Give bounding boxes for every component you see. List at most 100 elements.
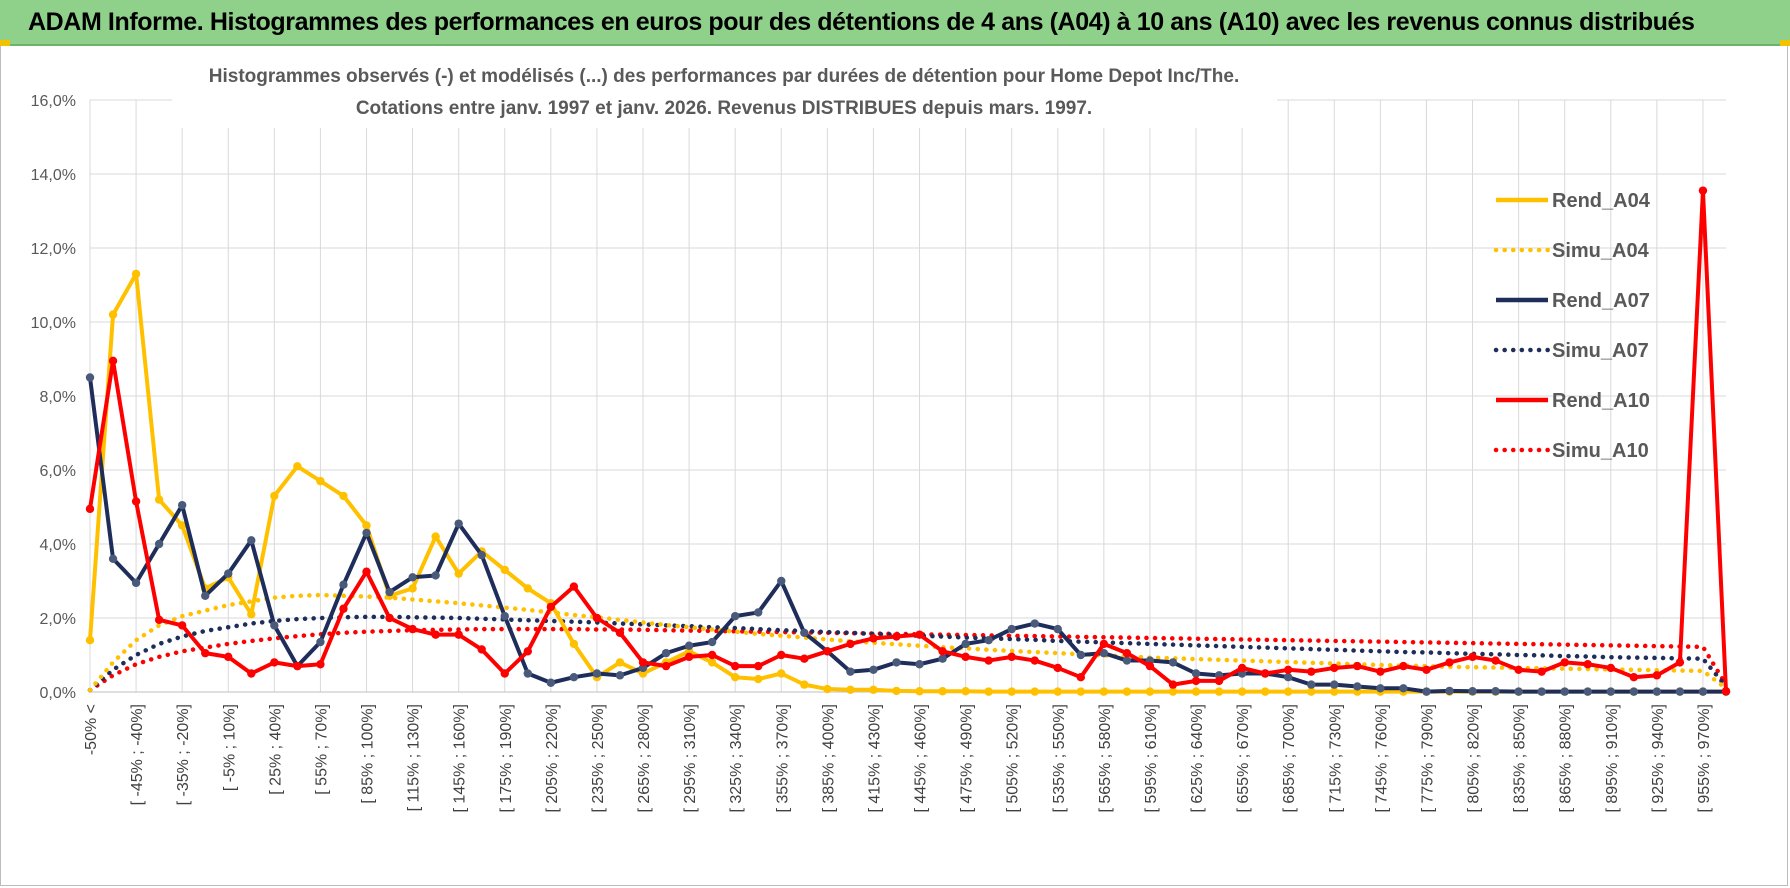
data-point-rend-a04: [1030, 687, 1039, 696]
data-point-rend-a04: [1122, 687, 1132, 696]
data-point-rend-a07: [1560, 687, 1569, 696]
data-point-rend-a10: [316, 660, 325, 669]
y-tick-label: 12,0%: [31, 241, 76, 258]
data-point-rend-a10: [1399, 661, 1408, 671]
data-point-rend-a07: [984, 636, 993, 645]
data-point-rend-a10: [431, 630, 440, 639]
data-point-rend-a07: [1445, 686, 1454, 696]
data-point-rend-a07: [1283, 673, 1293, 682]
legend-label-simu-a07: Simu_A07: [1552, 340, 1649, 362]
x-tick-label: [ 115% ; 130%]: [406, 704, 423, 811]
data-point-rend-a07: [615, 671, 625, 680]
data-point-rend-a07: [915, 660, 924, 669]
data-point-rend-a04: [1145, 687, 1155, 696]
data-point-rend-a07: [707, 637, 717, 647]
y-tick-label: 10,0%: [31, 315, 76, 332]
data-point-rend-a10: [85, 504, 95, 514]
data-point-rend-a04: [1007, 687, 1016, 696]
data-point-rend-a07: [1076, 650, 1086, 660]
x-tick-label: [ 745% ; 760%]: [1373, 704, 1390, 813]
data-point-rend-a10: [224, 652, 233, 662]
data-point-rend-a07: [1537, 687, 1546, 696]
data-point-rend-a04: [1168, 687, 1178, 696]
legend: Rend_A04 Simu_A04 Rend_A07 Simu_A07 Rend_A10…: [1493, 190, 1651, 462]
data-point-rend-a04: [154, 495, 164, 504]
data-point-rend-a07: [108, 554, 118, 563]
data-point-rend-a04: [431, 532, 440, 541]
data-point-rend-a10: [1237, 663, 1247, 673]
data-point-rend-a07: [1122, 656, 1132, 665]
data-point-rend-a04: [938, 687, 947, 696]
data-point-rend-a10: [1168, 680, 1178, 689]
data-point-rend-a07: [892, 658, 901, 667]
data-point-rend-a04: [131, 269, 141, 279]
data-point-rend-a07: [1422, 687, 1431, 696]
data-point-rend-a07: [1514, 687, 1523, 696]
data-point-rend-a10: [1445, 658, 1454, 667]
data-point-rend-a10: [1007, 652, 1016, 662]
x-tick-label: [ 325% ; 340%]: [728, 704, 745, 813]
x-tick-label: [ -35% ; -20%]: [175, 704, 192, 805]
data-point-rend-a07: [1675, 687, 1685, 696]
data-point-rend-a10: [869, 634, 878, 643]
data-point-rend-a10: [1260, 669, 1270, 678]
x-tick-label: [ 415% ; 430%]: [866, 704, 883, 813]
data-point-rend-a07: [1168, 658, 1178, 667]
data-point-rend-a10: [177, 621, 187, 630]
x-axis: -50% < [ -45% ; -40%] [ -35% ; -20%] [ -5% …: [83, 704, 1713, 813]
banner-corner-right: [1780, 40, 1790, 46]
data-point-rend-a04: [1053, 687, 1062, 696]
data-point-rend-a10: [1583, 660, 1592, 669]
data-point-rend-a10: [546, 602, 556, 612]
plot-area: [85, 186, 1731, 696]
data-point-rend-a10: [247, 669, 256, 678]
data-point-rend-a10: [892, 632, 901, 641]
data-point-rend-a10: [1099, 639, 1109, 649]
data-point-rend-a07: [1698, 687, 1708, 696]
data-point-rend-a10: [1606, 663, 1615, 673]
title-banner: ADAM Informe. Histogrammes des performan…: [0, 0, 1790, 46]
x-tick-label: [ 295% ; 310%]: [682, 704, 699, 813]
data-point-rend-a10: [1030, 656, 1039, 665]
x-tick-label: [ 685% ; 700%]: [1281, 704, 1298, 813]
data-point-rend-a04: [108, 310, 118, 319]
data-point-rend-a04: [270, 491, 279, 501]
x-tick-label: [ 865% ; 880%]: [1558, 704, 1575, 813]
data-point-rend-a07: [754, 608, 763, 617]
data-point-rend-a10: [270, 658, 279, 667]
data-point-rend-a10: [1721, 687, 1731, 696]
data-point-rend-a10: [154, 615, 164, 625]
data-point-rend-a10: [385, 613, 394, 623]
data-point-rend-a10: [777, 650, 786, 660]
data-point-rend-a04: [362, 521, 371, 530]
data-point-rend-a10: [846, 639, 855, 649]
x-tick-label: [ 475% ; 490%]: [959, 704, 976, 813]
data-point-rend-a07: [569, 673, 579, 682]
data-point-rend-a07: [523, 669, 533, 678]
data-point-rend-a07: [661, 648, 671, 658]
data-point-rend-a07: [1629, 687, 1639, 696]
data-point-rend-a10: [915, 630, 924, 639]
data-point-rend-a07: [316, 637, 325, 647]
data-point-rend-a10: [823, 647, 832, 656]
data-point-rend-a07: [339, 580, 348, 589]
data-point-rend-a10: [1629, 673, 1639, 682]
data-point-rend-a10: [131, 497, 141, 506]
data-point-rend-a07: [1652, 687, 1662, 696]
data-point-rend-a10: [638, 658, 648, 667]
data-point-rend-a07: [846, 667, 855, 676]
data-point-rend-a04: [707, 658, 717, 667]
data-point-rend-a07: [1030, 619, 1039, 628]
data-point-rend-a07: [961, 639, 970, 649]
data-point-rend-a07: [362, 528, 371, 538]
data-point-rend-a10: [961, 652, 970, 662]
data-point-rend-a10: [500, 669, 509, 678]
data-point-rend-a10: [1330, 663, 1339, 673]
data-point-rend-a07: [224, 569, 233, 578]
x-tick-label: [ 205% ; 220%]: [544, 704, 561, 813]
data-point-rend-a07: [1583, 687, 1592, 696]
data-point-rend-a07: [131, 578, 141, 588]
x-tick-label: [ 25% ; 40%]: [267, 704, 284, 795]
data-point-rend-a07: [1399, 684, 1408, 693]
data-point-rend-a10: [454, 630, 463, 639]
